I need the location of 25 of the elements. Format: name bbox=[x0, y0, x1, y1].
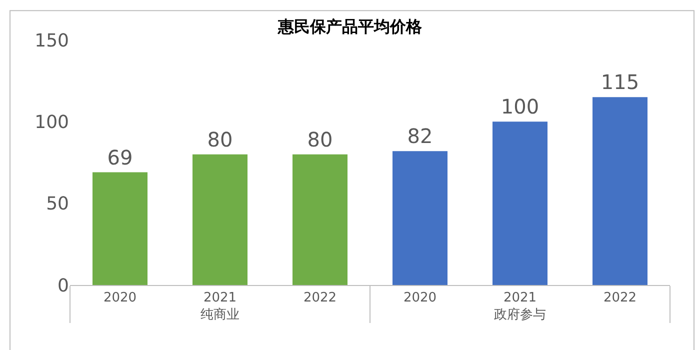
bar bbox=[292, 154, 348, 285]
x-tick-label: 2020 bbox=[403, 290, 437, 306]
series-label: 政府参与 bbox=[494, 306, 546, 323]
data-label: 115 bbox=[600, 70, 640, 94]
x-tick-label: 2022 bbox=[603, 290, 637, 306]
bar bbox=[192, 154, 248, 285]
data-label: 82 bbox=[407, 124, 433, 148]
y-tick-label: 100 bbox=[34, 112, 69, 133]
bar bbox=[92, 172, 148, 285]
x-tick-label: 2020 bbox=[103, 290, 137, 306]
x-tick-label: 2022 bbox=[303, 290, 337, 306]
data-label: 80 bbox=[207, 127, 233, 152]
y-tick-label: 0 bbox=[58, 275, 69, 296]
series-label: 纯商业 bbox=[200, 308, 240, 323]
x-tick-label: 2021 bbox=[503, 290, 537, 306]
y-tick-label: 50 bbox=[46, 194, 69, 215]
y-tick-label: 150 bbox=[34, 30, 69, 52]
bar bbox=[592, 97, 648, 285]
data-label: 80 bbox=[307, 127, 333, 152]
data-label: 69 bbox=[107, 145, 133, 170]
x-tick-label: 2021 bbox=[203, 290, 237, 306]
data-label: 100 bbox=[500, 94, 540, 119]
chart-title: 惠民保产品平均价格 bbox=[277, 17, 423, 36]
bar bbox=[492, 122, 548, 285]
bar bbox=[392, 151, 448, 285]
